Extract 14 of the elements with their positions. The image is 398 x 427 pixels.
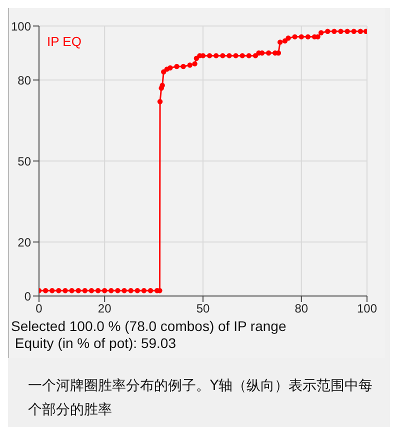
y-tick-label: 0 [24, 289, 32, 304]
y-tick-label: 80 [18, 73, 32, 88]
y-tick-label: 100 [10, 19, 32, 34]
text: 一个河牌圈胜率分布的例子。Y轴（纵向）表示范围中每个部分的胜率 [27, 377, 374, 420]
text: Equity (in % of pot): 59.03 [14, 335, 177, 352]
x-tick-label: 100 [356, 302, 378, 316]
x-tick-label: 0 [36, 302, 43, 316]
annotation: IP EQ [47, 34, 82, 49]
y-tick-label: 20 [18, 235, 32, 250]
x-tick-label: 20 [98, 302, 112, 316]
y-tick-label: 50 [18, 154, 32, 168]
x-tick-label: 50 [196, 302, 210, 316]
text: Selected 100.0 % (78.0 combos) of IP range [11, 318, 288, 335]
x-tick-label: 80 [294, 302, 308, 316]
